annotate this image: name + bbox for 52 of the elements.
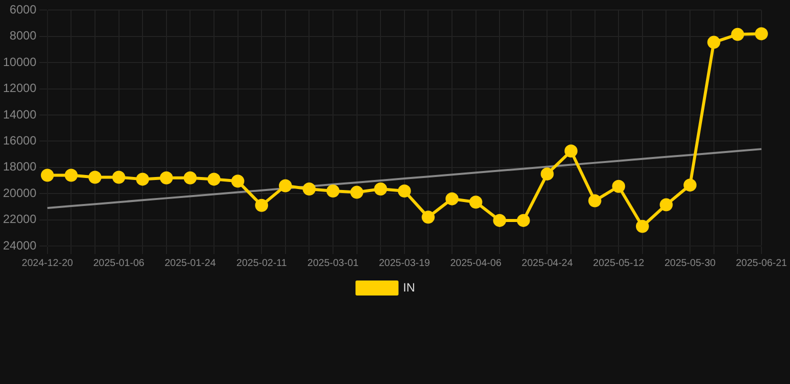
y-tick-label: 10000 — [2, 54, 37, 69]
point — [326, 184, 340, 198]
point — [398, 184, 411, 198]
y-tick-label: 16000 — [2, 134, 37, 148]
y-tick-label: 20000 — [2, 186, 37, 200]
legend-label: IN — [403, 280, 415, 294]
point — [754, 27, 768, 40]
point — [88, 170, 102, 184]
x-tick-label: 2025-01-24 — [164, 258, 216, 269]
point — [255, 198, 268, 212]
point — [374, 182, 388, 196]
x-tick-label: 2025-02-11 — [236, 258, 288, 269]
point — [136, 172, 150, 186]
x-tick-label: 2025-03-19 — [378, 258, 430, 269]
point — [446, 192, 458, 206]
y-tick-label: 8000 — [10, 28, 37, 43]
point — [684, 178, 697, 192]
y-tick-label: 18000 — [2, 160, 37, 174]
point — [160, 171, 173, 184]
x-tick-label: 2025-06-21 — [736, 258, 788, 269]
point — [64, 168, 78, 182]
y-tick-label: 24000 — [2, 238, 37, 252]
y-tick-label: 14000 — [2, 107, 37, 122]
x-tick-label: 2025-05-12 — [593, 258, 645, 269]
point — [493, 214, 506, 227]
y-tick-label: 22000 — [2, 212, 37, 226]
x-tick-label: 2025-01-06 — [93, 258, 145, 269]
point — [278, 179, 292, 192]
point — [588, 194, 602, 208]
point — [540, 167, 554, 180]
point — [112, 170, 126, 184]
x-tick-label: 2024-12-20 — [22, 258, 74, 269]
y-tick-label: 6000 — [10, 2, 37, 17]
x-tick-label: 2025-04-24 — [522, 258, 574, 269]
point — [660, 198, 673, 212]
y-tick-label: 12000 — [2, 81, 37, 96]
point — [636, 220, 649, 233]
point — [469, 196, 482, 209]
point — [184, 171, 197, 184]
x-tick-label: 2025-04-06 — [450, 258, 502, 269]
point — [207, 172, 220, 186]
point — [350, 186, 364, 199]
point — [564, 144, 578, 158]
point — [422, 210, 435, 224]
x-tick-label: 2025-05-30 — [664, 258, 716, 269]
point — [707, 36, 720, 49]
point — [612, 180, 626, 193]
x-tick-label: 2025-03-01 — [307, 258, 360, 269]
point — [516, 214, 530, 227]
point — [731, 28, 744, 41]
point — [231, 174, 244, 188]
point — [302, 182, 316, 196]
